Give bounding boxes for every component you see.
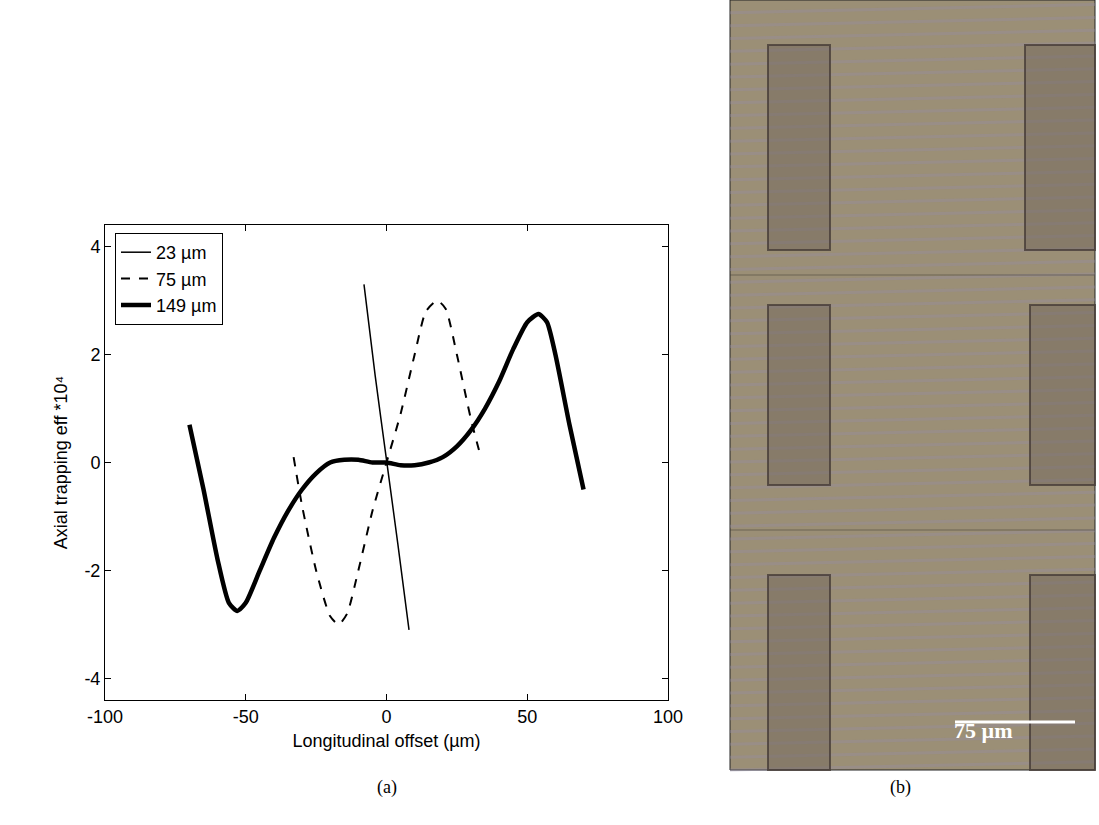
svg-text:50: 50 <box>517 707 537 727</box>
svg-text:-4: -4 <box>84 669 100 689</box>
svg-text:23 µm: 23 µm <box>156 243 206 263</box>
svg-text:-2: -2 <box>84 561 100 581</box>
svg-text:(b): (b) <box>890 777 911 798</box>
svg-text:149 µm: 149 µm <box>156 296 216 316</box>
svg-text:75 µm: 75 µm <box>156 270 206 290</box>
svg-text:-50: -50 <box>233 707 259 727</box>
svg-text:Axial trapping eff *10⁴: Axial trapping eff *10⁴ <box>51 376 71 550</box>
svg-text:0: 0 <box>90 453 100 473</box>
svg-text:0: 0 <box>381 707 391 727</box>
svg-text:2: 2 <box>90 345 100 365</box>
svg-text:100: 100 <box>653 707 683 727</box>
svg-text:75 µm: 75 µm <box>954 718 1013 743</box>
svg-text:(a): (a) <box>377 777 397 798</box>
svg-text:Longitudinal offset (µm): Longitudinal offset (µm) <box>292 731 480 751</box>
svg-text:-100: -100 <box>87 707 123 727</box>
svg-text:4: 4 <box>90 237 100 257</box>
